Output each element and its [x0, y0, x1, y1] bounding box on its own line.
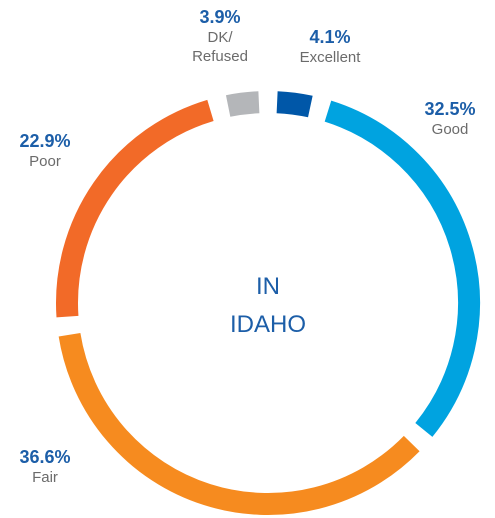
value-label: 36.6% — [19, 447, 71, 467]
segment-label: 3.9% DK/ Refused — [192, 6, 248, 66]
segment-label: 36.6% Fair — [19, 446, 70, 487]
donut-segment — [225, 91, 260, 117]
category-label: Excellent — [299, 49, 361, 66]
value-label: 32.5% — [424, 99, 476, 119]
donut-segment — [56, 99, 214, 318]
segment-label: 22.9% Poor — [19, 130, 70, 171]
value-label: 3.9% — [199, 7, 241, 27]
segment-label: 4.1% Excellent — [300, 26, 361, 67]
value-label: 4.1% — [309, 27, 351, 47]
category-label: Fair — [32, 469, 58, 486]
category-label: Poor — [29, 153, 61, 170]
category-label: DK/ Refused — [192, 29, 248, 65]
donut-segment — [276, 91, 313, 118]
segment-label: 32.5% Good — [424, 98, 475, 139]
donut-segment — [324, 100, 480, 437]
center-label: IN IDAHO — [229, 273, 307, 338]
category-label: Good — [431, 121, 469, 138]
value-label: 22.9% — [19, 131, 71, 151]
donut-segment — [58, 332, 420, 515]
